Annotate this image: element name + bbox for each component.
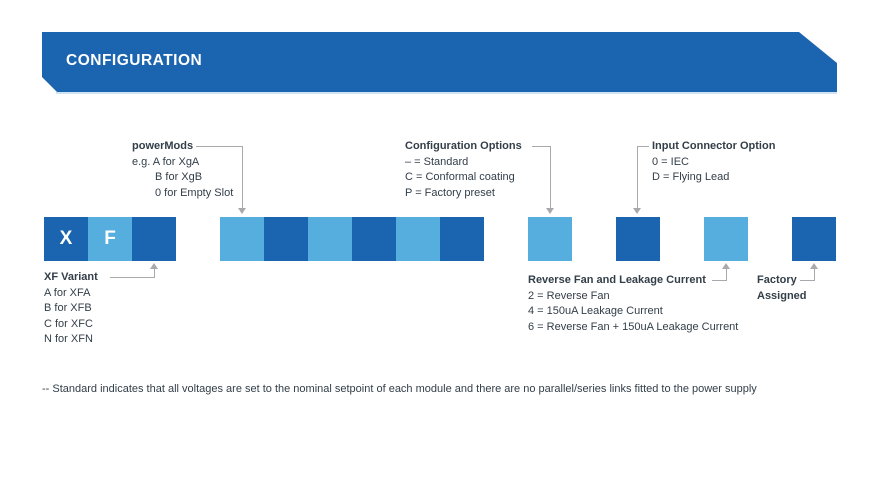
leader-line-powermods — [242, 146, 243, 208]
leader-line-factory-assigned — [800, 280, 814, 281]
leader-line-input-connector — [637, 146, 649, 147]
callout-factory-assigned: Factory Assigned — [757, 273, 807, 304]
arrow-up-icon — [722, 263, 730, 269]
callout-input-connector-title: Input Connector Option — [652, 140, 776, 152]
callout-xf-variant-title: XF Variant — [44, 271, 98, 283]
callout-reverse-fan-line: 6 = Reverse Fan + 150uA Leakage Current — [528, 320, 739, 333]
arrow-down-icon — [633, 208, 641, 214]
arrow-down-icon — [546, 208, 554, 214]
callout-xf-variant-line: C for XFC — [44, 317, 93, 330]
callout-reverse-fan-line: 2 = Reverse Fan — [528, 289, 610, 302]
code-box-powermod-1 — [220, 217, 264, 261]
callout-powermods-line: B for XgB — [155, 171, 203, 183]
callout-config-options-line: C = Conformal coating — [405, 171, 515, 183]
standard-footnote: -- Standard indicates that all voltages … — [42, 383, 757, 395]
code-box-xf-variant — [132, 217, 176, 261]
callout-factory-assigned-line: Factory — [757, 274, 797, 286]
callout-config-options-line: P = Factory preset — [405, 186, 495, 199]
arrow-down-icon — [238, 208, 246, 214]
leader-line-factory-assigned — [814, 268, 815, 281]
leader-line-input-connector — [637, 146, 638, 208]
section-title: CONFIGURATION — [66, 52, 203, 69]
code-box-factory — [792, 217, 836, 261]
callout-xf-variant-line: A for XFA — [44, 286, 91, 299]
callout-factory-assigned-line: Assigned — [757, 289, 807, 302]
callout-reverse-fan: Reverse Fan and Leakage Current 2 = Reve… — [528, 273, 738, 335]
leader-line-powermods — [196, 146, 242, 147]
callout-config-options-line: – = Standard — [405, 155, 469, 168]
callout-input-connector-line: 0 = IEC — [652, 155, 689, 168]
code-box-powermod-6 — [440, 217, 484, 261]
leader-line-xf-variant — [154, 268, 155, 278]
callout-powermods-line: 0 for Empty Slot — [155, 186, 234, 199]
callout-reverse-fan-line: 4 = 150uA Leakage Current — [528, 305, 663, 317]
callout-powermods: powerMods e.g. A for XgA B for XgB 0 for… — [132, 139, 233, 201]
code-box-powermod-4 — [352, 217, 396, 261]
code-box-powermod-2 — [264, 217, 308, 261]
banner-shadow-line — [56, 92, 837, 94]
callout-config-options-title: Configuration Options — [405, 140, 522, 152]
callout-xf-variant: XF Variant A for XFA B for XFB C for XFC… — [44, 270, 98, 348]
leader-line-xf-variant — [110, 277, 154, 278]
callout-xf-variant-line: B for XFB — [44, 302, 92, 314]
callout-xf-variant-line: N for XFN — [44, 333, 93, 345]
leader-line-reverse-fan — [712, 280, 726, 281]
code-box-powermod-5 — [396, 217, 440, 261]
code-box-f: F — [88, 217, 132, 261]
leader-line-reverse-fan — [726, 268, 727, 281]
callout-reverse-fan-title: Reverse Fan and Leakage Current — [528, 274, 706, 286]
code-box-reverse-fan — [704, 217, 748, 261]
callout-input-connector-line: D = Flying Lead — [652, 171, 730, 183]
callout-input-connector: Input Connector Option 0 = IEC D = Flyin… — [652, 139, 775, 186]
leader-line-config-options — [532, 146, 550, 147]
code-box-config-option — [528, 217, 572, 261]
arrow-up-icon — [150, 263, 158, 269]
callout-config-options: Configuration Options – = Standard C = C… — [405, 139, 522, 201]
code-box-powermod-3 — [308, 217, 352, 261]
callout-powermods-title: powerMods — [132, 140, 194, 152]
section-banner: CONFIGURATION — [42, 32, 837, 92]
code-box-x: X — [44, 217, 88, 261]
callout-powermods-line: e.g. A for XgA — [132, 155, 200, 168]
code-box-input-connector — [616, 217, 660, 261]
leader-line-config-options — [550, 146, 551, 208]
arrow-up-icon — [810, 263, 818, 269]
